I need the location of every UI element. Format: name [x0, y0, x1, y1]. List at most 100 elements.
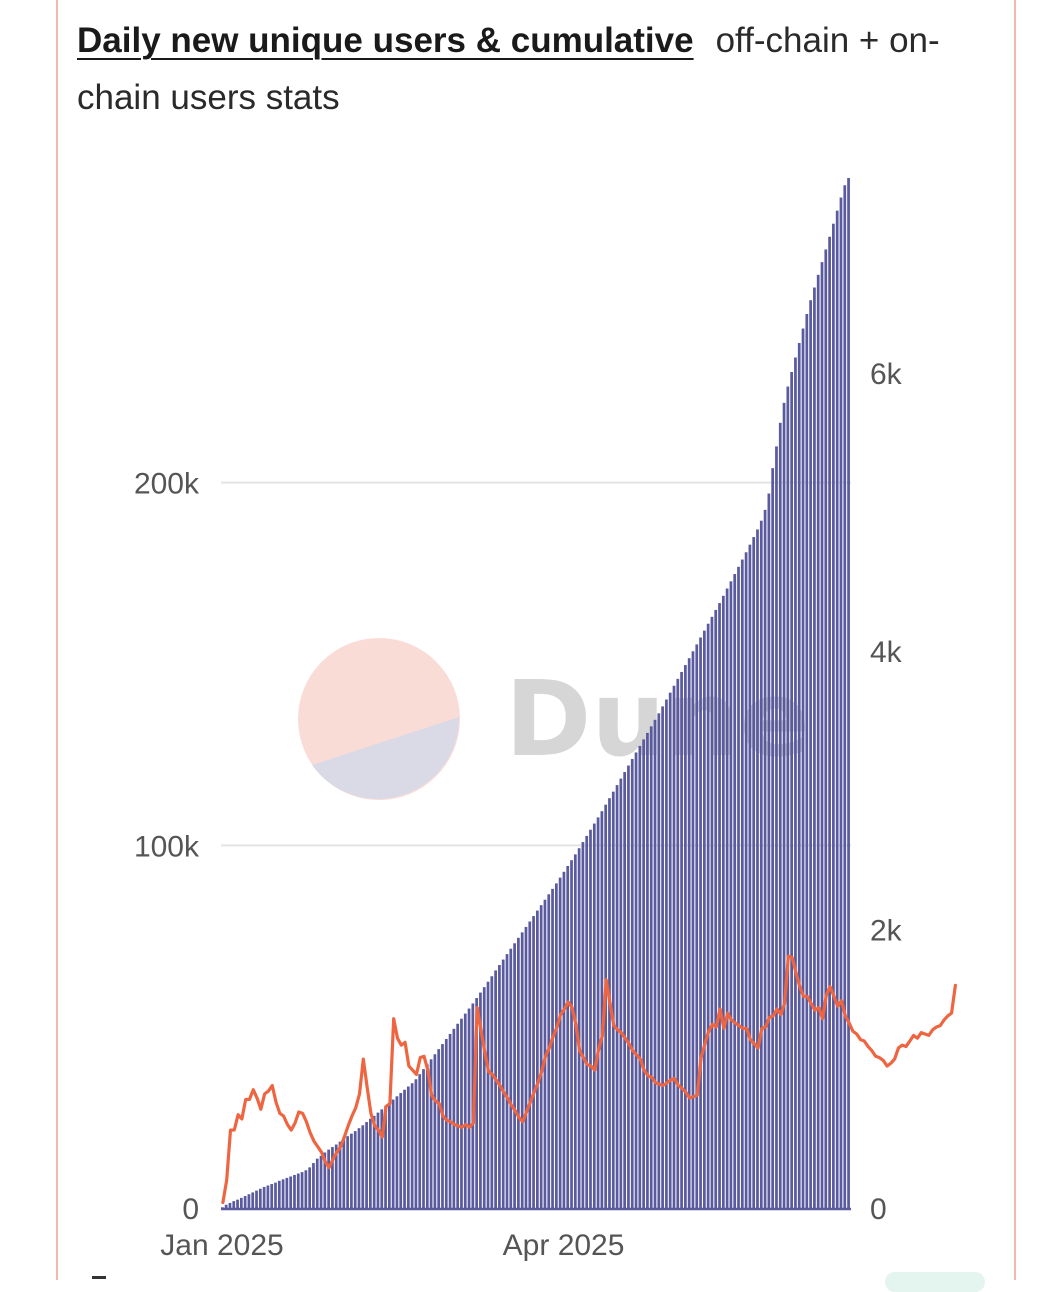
cumulative-bar[interactable]	[646, 732, 649, 1208]
cumulative-bar[interactable]	[258, 1188, 262, 1208]
cumulative-bar[interactable]	[623, 772, 627, 1208]
cumulative-bar[interactable]	[718, 603, 721, 1208]
cumulative-bar[interactable]	[274, 1182, 277, 1208]
cumulative-bar[interactable]	[702, 630, 706, 1208]
cumulative-bar[interactable]	[778, 422, 782, 1208]
daily-new-users-line[interactable]	[221, 954, 957, 1205]
cumulative-bar[interactable]	[331, 1147, 334, 1208]
cumulative-bar[interactable]	[680, 671, 683, 1208]
cumulative-bar[interactable]	[721, 595, 725, 1208]
cumulative-bar[interactable]	[820, 262, 824, 1208]
cumulative-bar[interactable]	[334, 1144, 338, 1208]
cumulative-bar[interactable]	[255, 1190, 258, 1208]
cumulative-bar[interactable]	[630, 759, 634, 1208]
cumulative-bar[interactable]	[786, 386, 790, 1208]
cumulative-bar[interactable]	[441, 1044, 444, 1208]
cumulative-bar[interactable]	[338, 1141, 342, 1208]
cumulative-bar[interactable]	[687, 658, 691, 1208]
cumulative-bar[interactable]	[285, 1177, 289, 1208]
cumulative-bar[interactable]	[224, 1204, 228, 1208]
cumulative-bar[interactable]	[615, 785, 619, 1208]
cumulative-bar[interactable]	[672, 685, 676, 1208]
cumulative-bar[interactable]	[714, 609, 718, 1208]
cumulative-bar[interactable]	[763, 509, 767, 1209]
cumulative-bar[interactable]	[399, 1093, 403, 1208]
cumulative-bar[interactable]	[270, 1184, 274, 1208]
cumulative-bar[interactable]	[816, 274, 820, 1209]
cumulative-bar[interactable]	[824, 249, 828, 1208]
cumulative-bar[interactable]	[501, 959, 505, 1208]
cumulative-bar[interactable]	[414, 1079, 418, 1208]
cumulative-bar[interactable]	[592, 823, 596, 1208]
cumulative-bar[interactable]	[843, 185, 847, 1208]
cumulative-bar[interactable]	[289, 1176, 293, 1208]
cumulative-bar[interactable]	[759, 520, 763, 1208]
cumulative-bar[interactable]	[384, 1106, 387, 1208]
cumulative-bar[interactable]	[387, 1102, 391, 1208]
cumulative-bar[interactable]	[684, 665, 687, 1208]
cumulative-bar[interactable]	[809, 300, 812, 1209]
cumulative-bar[interactable]	[581, 842, 585, 1208]
cumulative-bar[interactable]	[475, 998, 479, 1208]
cumulative-bar[interactable]	[232, 1201, 236, 1208]
cumulative-bar[interactable]	[323, 1152, 327, 1208]
cumulative-bar[interactable]	[460, 1018, 463, 1208]
cumulative-bar[interactable]	[528, 921, 532, 1208]
cumulative-bar[interactable]	[554, 883, 558, 1208]
cumulative-bar[interactable]	[729, 581, 733, 1208]
cumulative-bar[interactable]	[740, 559, 744, 1208]
cumulative-bar[interactable]	[676, 678, 680, 1208]
cumulative-bar[interactable]	[357, 1128, 361, 1208]
cumulative-bar[interactable]	[513, 943, 516, 1208]
cumulative-bar[interactable]	[463, 1013, 467, 1208]
cumulative-bar[interactable]	[391, 1099, 395, 1208]
cumulative-bar[interactable]	[524, 926, 528, 1208]
cumulative-bar[interactable]	[300, 1172, 304, 1208]
cumulative-bar[interactable]	[532, 916, 535, 1208]
cumulative-bar[interactable]	[505, 954, 509, 1208]
cumulative-bar[interactable]	[691, 651, 695, 1208]
cumulative-bar[interactable]	[642, 739, 645, 1208]
cumulative-bar[interactable]	[733, 574, 737, 1208]
cumulative-bar[interactable]	[748, 544, 752, 1208]
cumulative-bar[interactable]	[437, 1049, 441, 1208]
cumulative-bar[interactable]	[494, 970, 497, 1208]
cumulative-bar[interactable]	[486, 981, 490, 1208]
cumulative-bar[interactable]	[479, 992, 482, 1208]
cumulative-bar[interactable]	[221, 1207, 224, 1208]
cumulative-bar[interactable]	[520, 932, 524, 1208]
cumulative-bar[interactable]	[619, 778, 623, 1208]
cumulative-bar[interactable]	[312, 1163, 315, 1208]
cumulative-bar[interactable]	[813, 287, 816, 1208]
cumulative-bar[interactable]	[649, 726, 653, 1208]
cumulative-bar[interactable]	[418, 1074, 422, 1208]
cumulative-bar[interactable]	[835, 210, 839, 1208]
cumulative-bar[interactable]	[790, 372, 794, 1208]
cumulative-bar[interactable]	[304, 1170, 308, 1208]
cumulative-bar[interactable]	[353, 1131, 357, 1208]
cumulative-bar[interactable]	[380, 1109, 384, 1208]
cumulative-bar[interactable]	[365, 1122, 368, 1208]
cumulative-bar[interactable]	[262, 1186, 266, 1208]
cumulative-bar[interactable]	[752, 537, 756, 1208]
cumulative-bar[interactable]	[653, 719, 657, 1208]
cumulative-bar[interactable]	[228, 1202, 232, 1208]
cumulative-bar[interactable]	[699, 637, 702, 1208]
cumulative-bar[interactable]	[433, 1054, 437, 1208]
cumulative-bar[interactable]	[706, 623, 710, 1208]
cumulative-bar[interactable]	[566, 866, 570, 1208]
cumulative-bar[interactable]	[596, 817, 600, 1208]
cumulative-bar[interactable]	[668, 692, 672, 1208]
cumulative-bar[interactable]	[422, 1069, 425, 1208]
cumulative-bar[interactable]	[737, 566, 740, 1208]
cumulative-bar[interactable]	[634, 752, 638, 1208]
cumulative-bar[interactable]	[277, 1180, 281, 1208]
cumulative-bar[interactable]	[589, 829, 592, 1208]
cumulative-bar[interactable]	[832, 223, 835, 1208]
cumulative-bar[interactable]	[308, 1167, 312, 1208]
cumulative-bar[interactable]	[577, 848, 581, 1208]
cumulative-bar[interactable]	[627, 765, 630, 1208]
cumulative-bar[interactable]	[251, 1192, 255, 1208]
cumulative-bar[interactable]	[585, 835, 589, 1208]
cumulative-bar[interactable]	[661, 706, 664, 1208]
